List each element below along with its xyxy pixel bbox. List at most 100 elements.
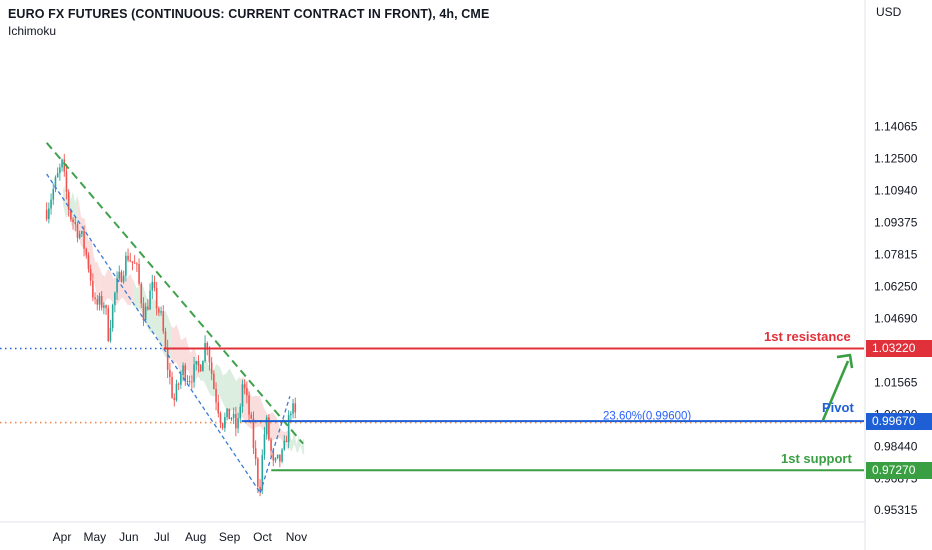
candle — [188, 381, 191, 382]
pivot-price-tag: 0.99670 — [866, 412, 932, 430]
candle — [72, 219, 74, 223]
candle — [138, 264, 140, 284]
candle — [241, 384, 244, 407]
x-tick-label: Aug — [185, 530, 206, 544]
candle — [281, 449, 283, 462]
candle — [144, 306, 147, 321]
candle — [182, 365, 184, 376]
candle — [78, 233, 81, 238]
candle — [232, 413, 235, 418]
support-price-tag: 0.97270 — [866, 461, 932, 479]
candle — [74, 222, 77, 225]
pivot-label: Pivot — [822, 400, 854, 416]
candle — [109, 327, 112, 341]
candle — [270, 439, 272, 451]
chart-title: EURO FX FUTURES (CONTINUOUS: CURRENT CON… — [8, 7, 490, 21]
candle — [259, 486, 261, 490]
candle — [122, 275, 125, 282]
candle — [107, 308, 110, 341]
trendline — [45, 142, 304, 445]
candle — [290, 413, 292, 416]
candle — [160, 311, 162, 313]
candle — [235, 413, 237, 429]
candle — [118, 271, 121, 279]
candle — [272, 450, 275, 461]
candle — [219, 413, 222, 424]
candle — [210, 362, 213, 374]
y-tick-label: 1.12500 — [874, 152, 918, 166]
candle — [186, 381, 189, 382]
candle — [252, 418, 255, 449]
fib-annotation: 23.60%(0.99600) — [603, 410, 691, 422]
candle — [142, 303, 145, 321]
ichimoku-cloud-segment — [77, 195, 100, 305]
candle — [131, 261, 134, 263]
candle — [61, 159, 63, 168]
candle — [230, 417, 233, 420]
candle — [215, 388, 217, 403]
candle — [54, 177, 57, 190]
candle — [243, 384, 246, 389]
candle — [162, 311, 165, 332]
candle — [111, 304, 114, 328]
candle — [177, 383, 180, 385]
plot-area: 23.60%(0.99600) — [0, 142, 864, 497]
candle — [133, 262, 136, 264]
candle — [105, 305, 107, 309]
candle — [103, 305, 105, 308]
support-label: 1st support — [781, 451, 852, 467]
candle — [257, 458, 259, 487]
candle — [67, 191, 70, 210]
candle — [83, 231, 85, 249]
candle — [274, 458, 277, 461]
resistance-price-tag: 1.03220 — [866, 340, 932, 357]
candle — [197, 361, 200, 366]
candle — [283, 440, 286, 450]
candle — [127, 255, 129, 261]
resistance-label: 1st resistance — [764, 328, 851, 344]
y-tick-label: 1.14065 — [874, 120, 918, 134]
trendline — [46, 173, 261, 494]
ichimoku-cloud-segment — [99, 266, 134, 306]
candle — [96, 299, 99, 305]
candle — [59, 167, 61, 174]
candle — [65, 171, 68, 192]
candle — [120, 271, 123, 282]
candle — [153, 281, 156, 288]
x-tick-label: Oct — [253, 530, 272, 544]
candle — [100, 295, 103, 308]
candle — [166, 347, 169, 370]
currency-label: USD — [876, 5, 902, 19]
candle — [228, 408, 231, 420]
candle — [279, 454, 281, 462]
candle — [171, 376, 173, 398]
candle — [81, 231, 83, 234]
candle — [92, 280, 94, 298]
candle — [191, 381, 193, 383]
candle — [70, 209, 72, 220]
candle — [193, 364, 195, 383]
candle — [204, 342, 206, 362]
ichimoku-cloud-segment — [288, 431, 305, 455]
candle — [125, 255, 127, 276]
x-tick-label: Jul — [154, 530, 169, 544]
ichimoku-cloud-segment — [171, 324, 200, 382]
candle — [94, 297, 96, 300]
candle — [248, 395, 250, 415]
candle — [151, 281, 154, 291]
y-tick-label: 0.98440 — [874, 439, 918, 453]
candle — [265, 417, 268, 435]
candle — [285, 440, 288, 443]
trendline — [259, 396, 291, 493]
candle — [129, 260, 132, 262]
candle — [85, 248, 88, 256]
candle — [63, 159, 66, 172]
y-tick-label: 1.09375 — [874, 216, 918, 230]
x-tick-label: Jun — [119, 530, 138, 544]
x-tick-label: Nov — [286, 530, 307, 544]
indicator-label[interactable]: Ichimoku — [8, 24, 57, 38]
candle — [184, 365, 187, 382]
candle — [217, 402, 220, 414]
candle — [89, 269, 92, 281]
